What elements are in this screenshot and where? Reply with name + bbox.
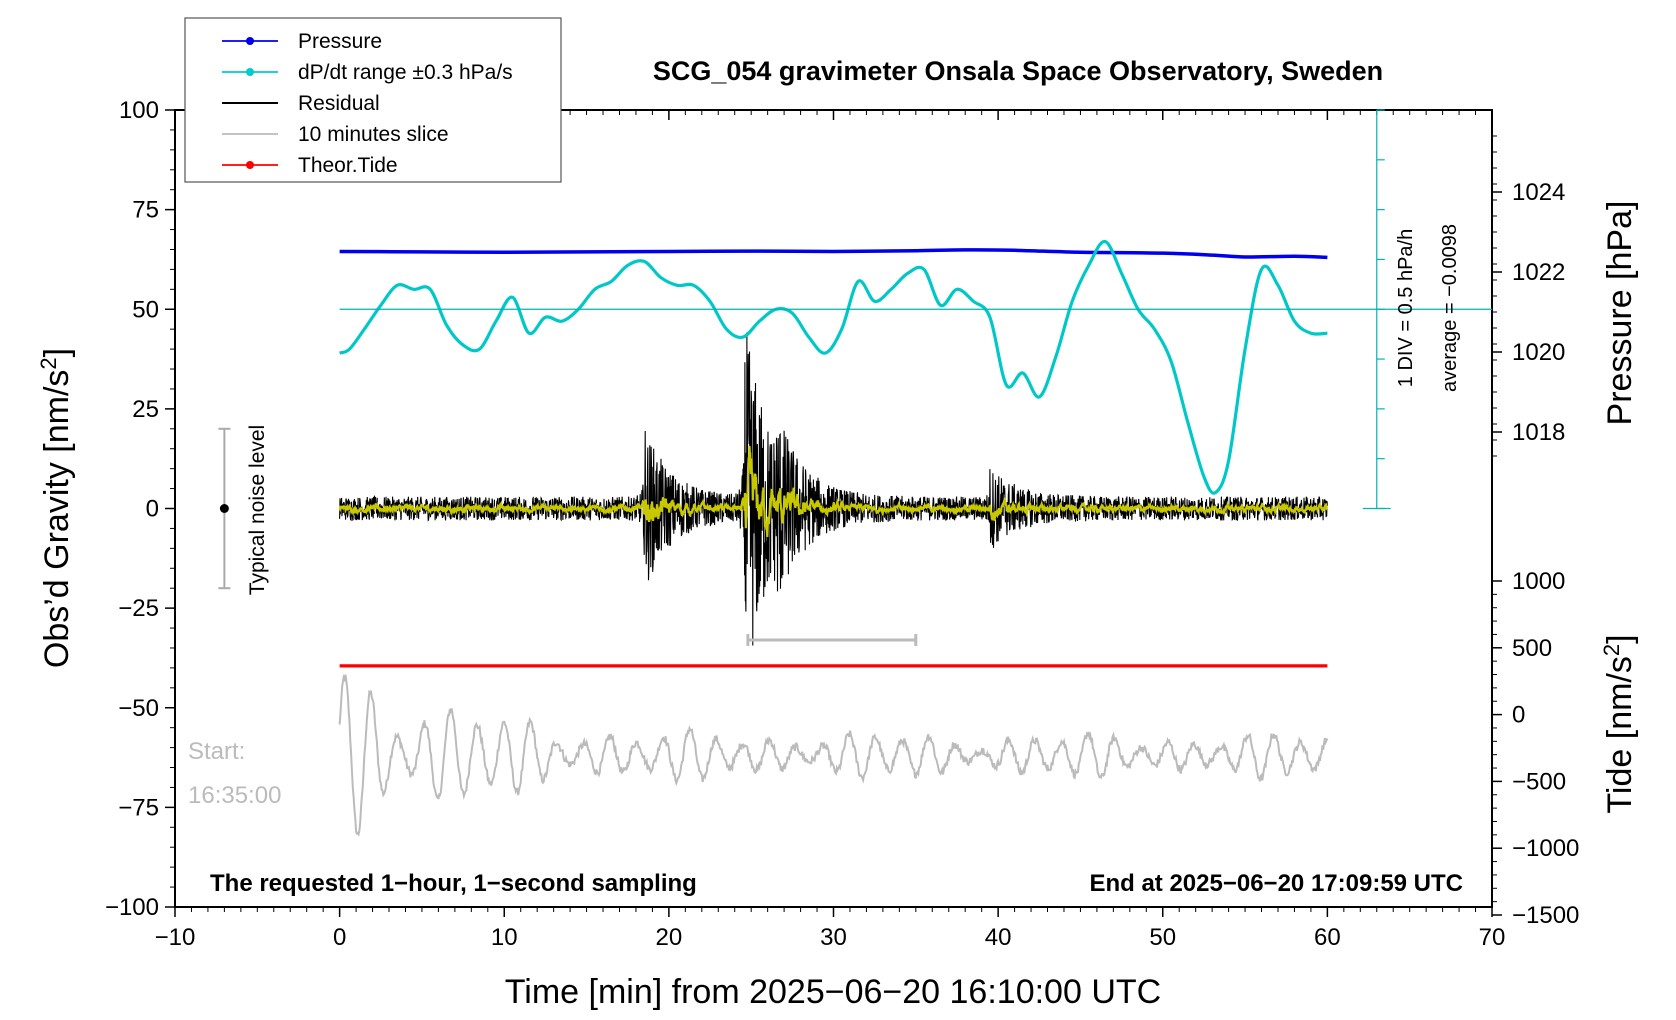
pressure-tick-label: 1018 xyxy=(1512,419,1565,446)
tide-tick-label: −1000 xyxy=(1512,835,1579,862)
legend-label: Theor.Tide xyxy=(298,154,398,177)
x-tick-label: 30 xyxy=(820,924,847,951)
legend-label: 10 minutes slice xyxy=(298,123,449,146)
slice-series xyxy=(338,673,1329,837)
y-tick-label: −25 xyxy=(118,595,159,622)
y-axis-title-tide: Tide [nm/s2] xyxy=(1599,634,1639,813)
y-tick-label: −100 xyxy=(105,894,159,921)
x-tick-label: 0 xyxy=(333,924,346,951)
noise-level-label: Typical noise level xyxy=(246,425,269,595)
x-axis-title: Time [min] from 2025−06−20 16:10:00 UTC xyxy=(505,973,1161,1011)
x-tick-label: 40 xyxy=(985,924,1012,951)
y-tick-label: 100 xyxy=(119,97,159,124)
tide-tick-label: −1500 xyxy=(1512,902,1579,929)
y-tick-label: −50 xyxy=(118,695,159,722)
y-axis-title-left: Obs’d Gravity [nm/s2] xyxy=(36,348,76,668)
noise-bar-center-dot xyxy=(219,504,229,513)
x-tick-label: 50 xyxy=(1149,924,1176,951)
residual-filtered-line xyxy=(338,445,1329,537)
start-time-label: 16:35:00 xyxy=(188,782,281,809)
data-series xyxy=(339,239,1328,668)
legend: Pressure dP/dt range ±0.3 hPa/s Residual 10… xyxy=(222,30,513,177)
legend-label: Pressure xyxy=(298,30,382,53)
x-tick-label: −10 xyxy=(155,924,196,951)
bottom-left-note: The requested 1−hour, 1−second sampling xyxy=(210,870,697,897)
tide-tick-labels: 1000 500 0 −500 −1000 −1500 xyxy=(1512,568,1579,929)
tide-tick-label: 1000 xyxy=(1512,568,1565,595)
y-tick-label: 25 xyxy=(132,396,159,423)
pressure-tick-label: 1020 xyxy=(1512,339,1565,366)
x-tick-label: 10 xyxy=(491,924,518,951)
residual-line xyxy=(339,332,1328,646)
tide-tick-label: 500 xyxy=(1512,635,1552,662)
series-line-pressure xyxy=(339,248,1328,260)
pressure-tick-labels: 1024 1022 1020 1018 xyxy=(1512,179,1565,446)
legend-marker xyxy=(246,161,254,169)
legend-marker xyxy=(246,68,254,76)
pressure-tick-label: 1022 xyxy=(1512,259,1565,286)
slice-line xyxy=(338,673,1329,837)
y-tick-labels: 100 75 50 25 0 −25 −50 −75 −100 xyxy=(105,97,159,921)
legend-box xyxy=(184,17,562,183)
pressure-tick-label: 1024 xyxy=(1512,179,1565,206)
x-tick-labels: −10 0 10 20 30 40 50 60 70 xyxy=(155,924,1506,951)
legend-marker xyxy=(246,37,254,45)
chart-title: SCG_054 gravimeter Onsala Space Observat… xyxy=(653,56,1383,86)
start-label: Start: xyxy=(188,738,245,765)
y-tick-label: 75 xyxy=(132,197,159,224)
y-axis-title-pressure: Pressure [hPa] xyxy=(1601,201,1639,426)
x-tick-label: 70 xyxy=(1479,924,1506,951)
y-tick-label: 50 xyxy=(132,296,159,323)
x-tick-label: 20 xyxy=(656,924,683,951)
y-tick-label: 0 xyxy=(146,496,159,523)
average-label: average = −0.0098 xyxy=(1439,224,1461,392)
residual-series xyxy=(338,332,1329,646)
bottom-right-note: End at 2025−06−20 17:09:59 UTC xyxy=(1089,870,1463,897)
series-line-dp-dt-range-0-3-hpa-s xyxy=(339,239,1328,495)
tide-tick-label: 0 xyxy=(1512,702,1525,729)
legend-label: Residual xyxy=(298,92,380,115)
legend-label: dP/dt range ±0.3 hPa/s xyxy=(298,61,513,84)
overlay-marks xyxy=(218,109,1492,647)
tide-tick-label: −500 xyxy=(1512,768,1566,795)
div-label: 1 DIV = 0.5 hPa/h xyxy=(1395,229,1417,387)
x-tick-label: 60 xyxy=(1314,924,1341,951)
y-tick-label: −75 xyxy=(118,794,159,821)
